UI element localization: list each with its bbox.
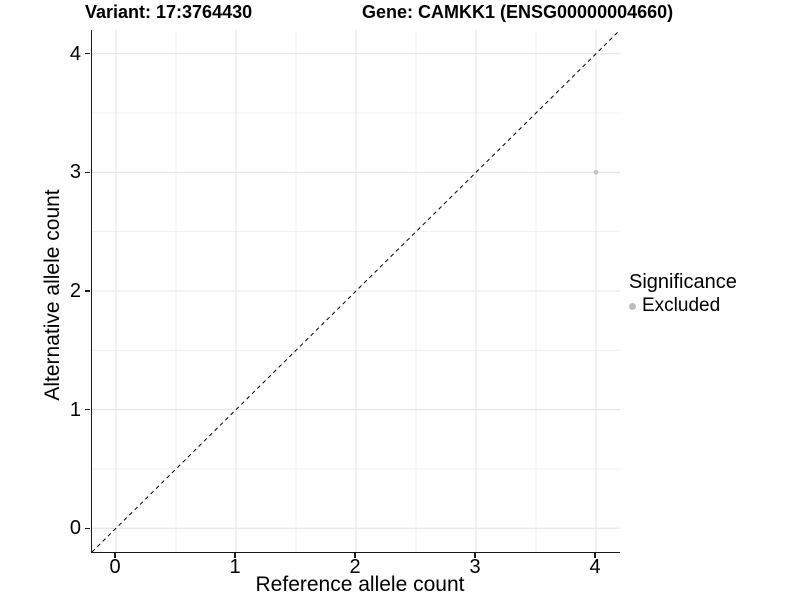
x-axis-title: Reference allele count xyxy=(255,573,465,596)
x-tick-label: 2 xyxy=(349,556,361,578)
x-tick-mark xyxy=(354,553,356,558)
legend: Significance Excluded xyxy=(629,270,737,317)
x-tick-mark xyxy=(114,553,116,558)
y-tick-label: 4 xyxy=(69,42,81,65)
y-axis-title: Alternative allele count xyxy=(41,189,64,401)
legend-title: Significance xyxy=(629,271,737,293)
y-tick-mark xyxy=(85,408,90,411)
y-tick-label: 2 xyxy=(69,280,81,302)
plot-title-gene: Gene: CAMKK1 (ENSG00000004660) xyxy=(362,2,674,22)
y-tick-label: 0 xyxy=(69,517,81,540)
legend-dot-icon xyxy=(629,302,636,310)
legend-item: Excluded xyxy=(629,295,737,317)
x-tick-label: 0 xyxy=(109,556,121,578)
x-tick-mark xyxy=(234,553,236,558)
plot-panel-svg xyxy=(92,30,620,552)
x-tick-mark xyxy=(594,553,596,558)
y-tick-mark xyxy=(85,290,90,292)
x-tick-label: 4 xyxy=(589,556,601,578)
x-tick-label: 3 xyxy=(469,556,481,578)
y-tick-label: 3 xyxy=(69,161,81,184)
plot-title-variant: Variant: 17:3764430 xyxy=(85,2,253,22)
legend-item-label: Excluded xyxy=(642,295,721,316)
y-tick-label: 1 xyxy=(69,398,81,421)
y-tick-mark xyxy=(85,171,90,174)
identity-dashed-line xyxy=(92,30,620,552)
x-tick-label: 1 xyxy=(229,556,241,578)
x-tick-mark xyxy=(474,553,476,558)
y-tick-mark xyxy=(85,527,90,530)
y-tick-mark xyxy=(85,52,90,55)
data-point xyxy=(593,169,599,175)
plot-panel xyxy=(91,30,620,553)
legend-items: Excluded xyxy=(629,295,737,317)
